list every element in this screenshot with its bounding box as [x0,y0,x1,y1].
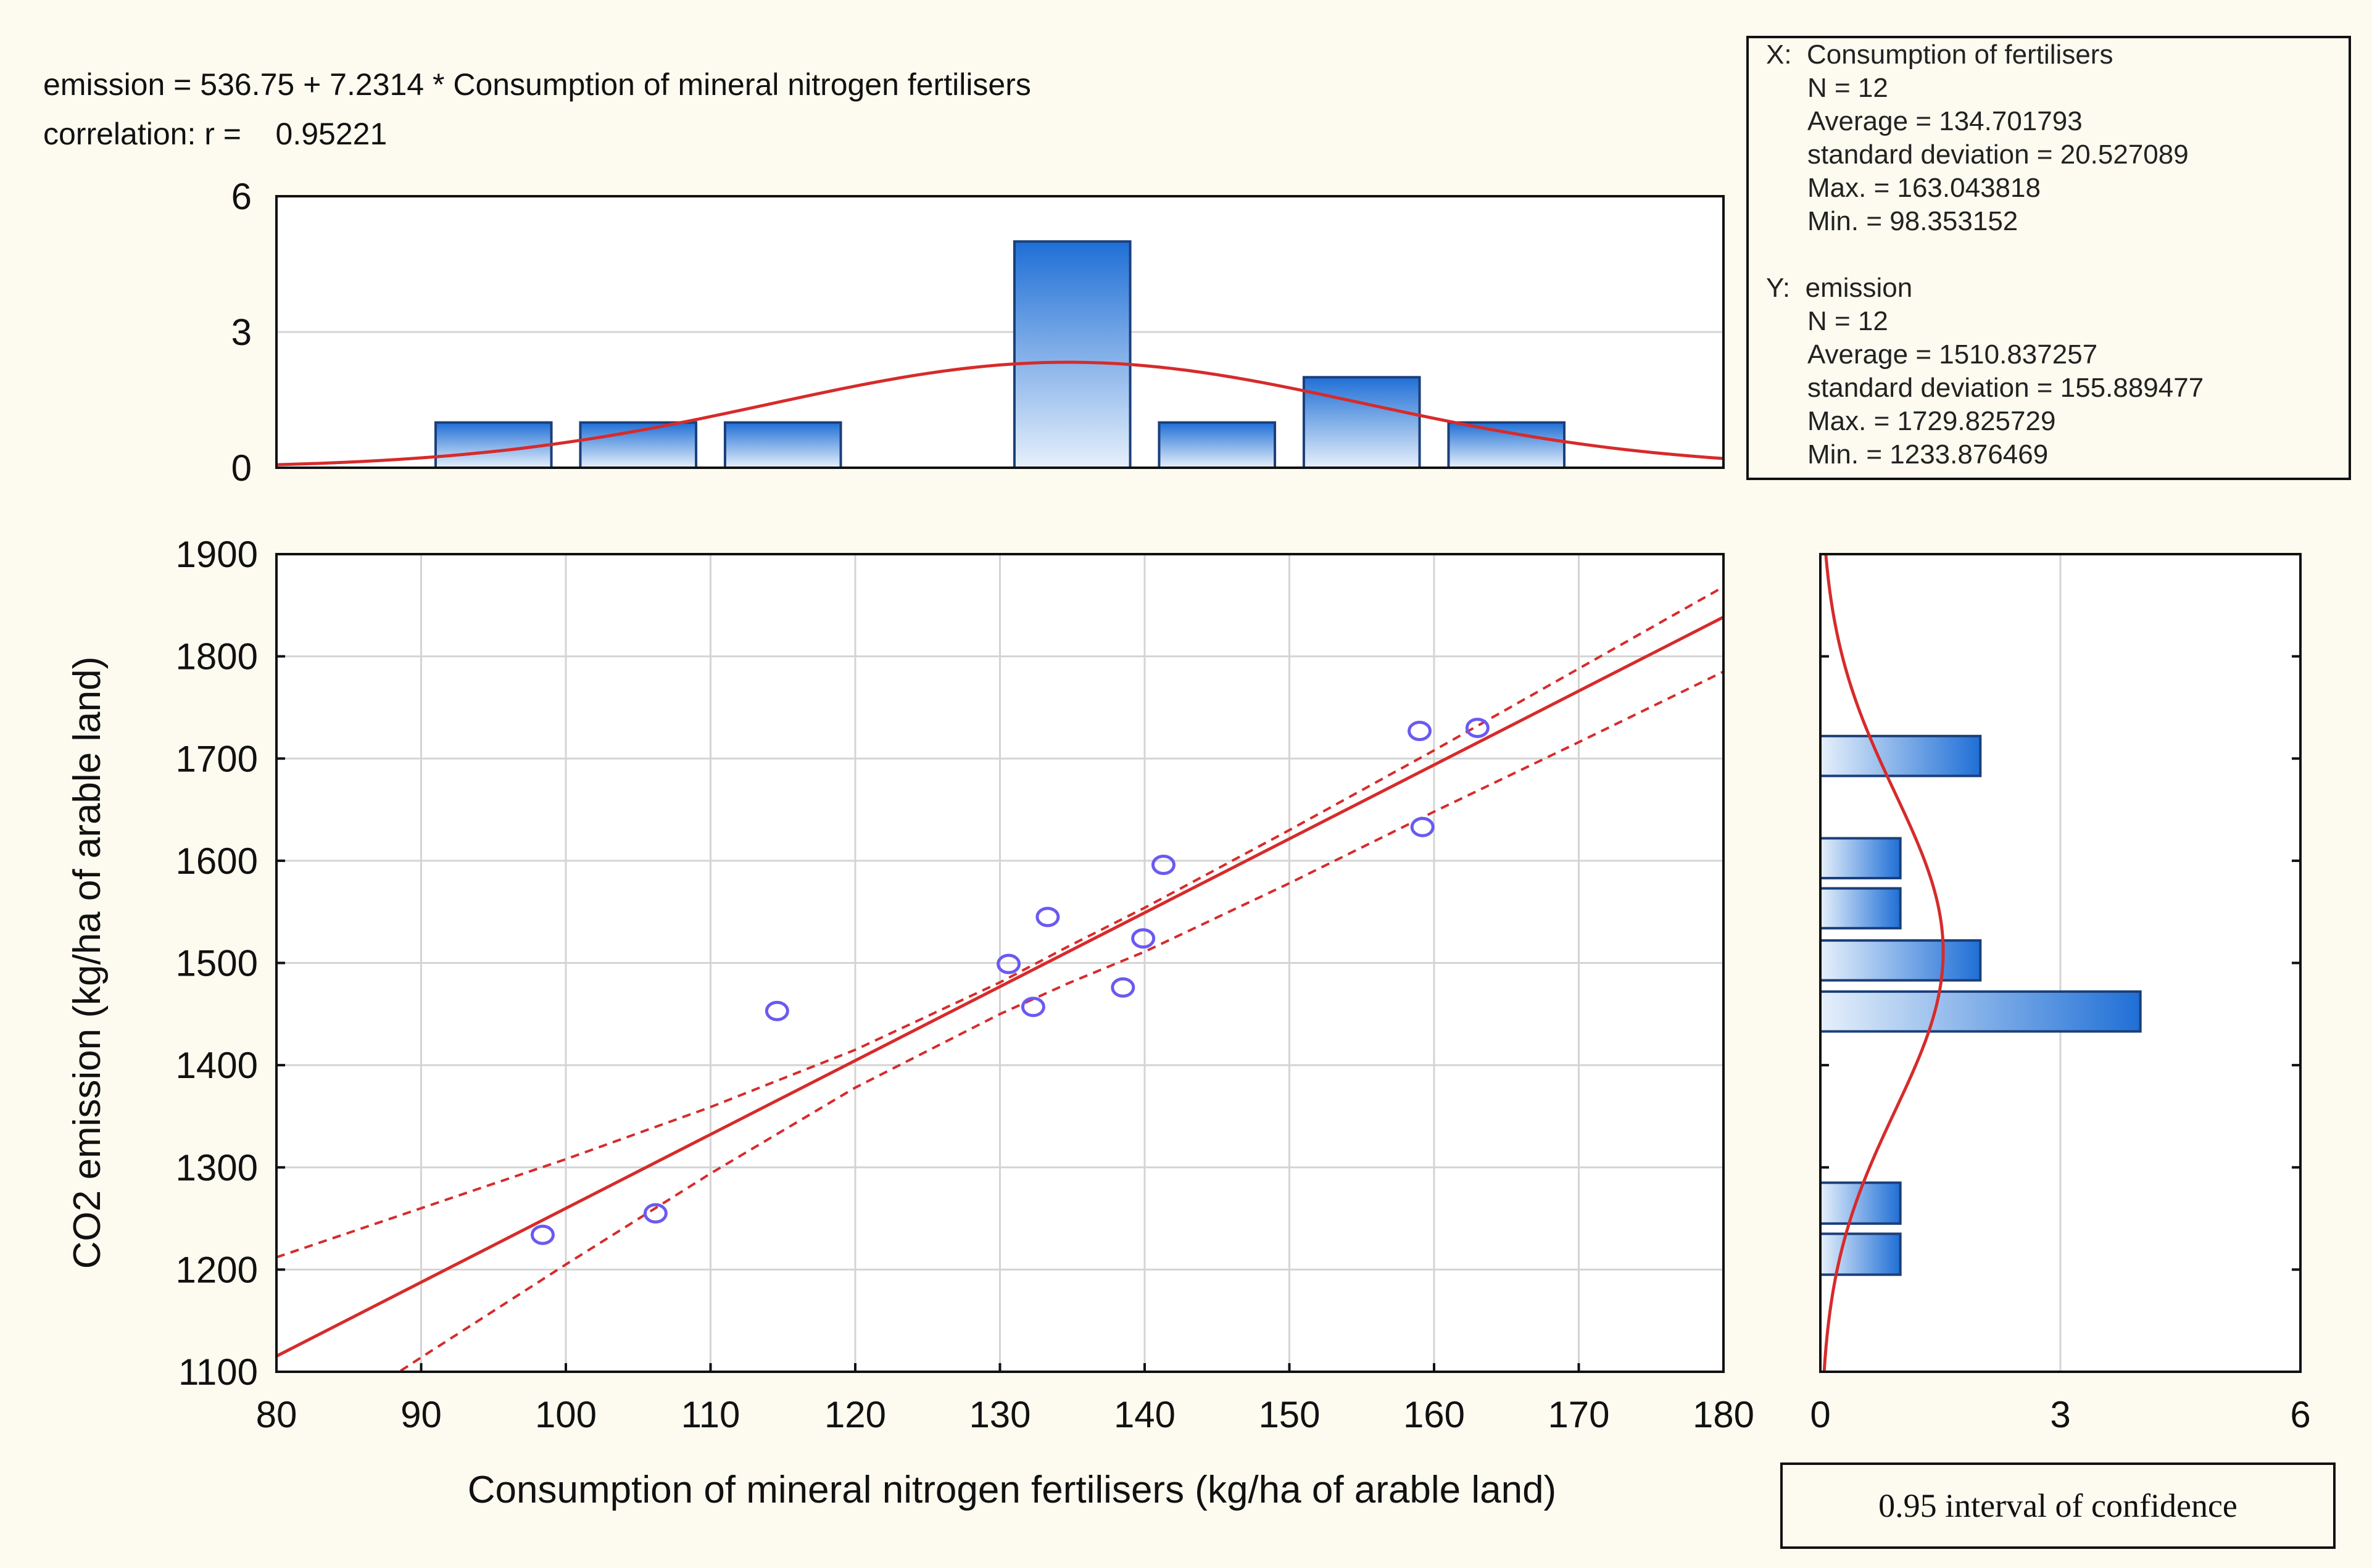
y-tick-label: 1800 [176,636,258,678]
y-stat-min: Min. = 1233.876469 [1807,439,2049,470]
y-tick-label: 1200 [176,1249,258,1290]
y-tick-label: 1100 [178,1351,258,1393]
x-tick-label: 160 [1403,1394,1465,1435]
y-stat-n: N = 12 [1807,306,1888,336]
x-hist-normal-curve [276,360,1723,467]
data-point [1408,721,1432,742]
y-hist-bar [1819,939,1982,982]
y-hist-tick-label: 3 [2050,1394,2070,1435]
data-point [1111,977,1135,998]
x-hist-tick-label: 0 [231,447,252,489]
x-tick-label: 130 [969,1394,1030,1435]
x-tick-label: 170 [1548,1394,1609,1435]
x-tick-label: 180 [1693,1394,1754,1435]
y-stat-max: Max. = 1729.825729 [1807,406,2056,436]
plot-lines [276,586,1723,1372]
y-hist-tick-label: 6 [2290,1394,2310,1435]
y-hist-bar [1819,990,2142,1033]
x-stat-n: N = 12 [1807,73,1888,103]
y-stat-sd: standard deviation = 155.889477 [1807,373,2204,403]
y-tick-label: 1700 [176,738,258,779]
stats-box: X: Consumption of fertilisers N = 12 Ave… [1746,36,2351,480]
y-stats-header: Y: emission [1766,273,1913,303]
x-histogram: 0 3 6 [231,176,1725,489]
y-hist-bar [1819,837,1902,880]
x-tick-label: 110 [681,1394,740,1435]
data-point [1151,855,1176,875]
x-stat-average: Average = 134.701793 [1807,106,2083,136]
x-stat-min: Min. = 98.353152 [1807,206,2018,236]
data-point [1021,997,1045,1018]
x-hist-bar [723,421,842,470]
x-axis-label: Consumption of mineral nitrogen fertilis… [468,1469,1556,1511]
x-hist-bar [434,421,553,470]
y-hist-bar [1819,734,1982,778]
data-point [530,1224,555,1245]
plot-frame [275,553,1725,1373]
scatter-plot: 80 90 100 110 120 130 140 150 160 170 180 1100 1200 1… [176,534,1755,1435]
x-hist-bar [1447,421,1566,470]
x-tick-label: 100 [535,1394,597,1435]
y-stat-average: Average = 1510.837257 [1807,339,2098,370]
data-point [765,1000,789,1021]
y-tick-label: 1900 [176,534,258,575]
y-hist-bar [1819,1232,1902,1276]
x-hist-bar [1302,376,1421,469]
x-stat-max: Max. = 163.043818 [1807,173,2041,203]
y-hist-bar [1819,887,1902,930]
data-point [1465,718,1490,739]
y-tick-label: 1500 [176,943,258,984]
y-hist-normal-curve [1822,554,1945,1372]
x-hist-tick-label: 6 [231,176,252,217]
correlation-label: correlation: r = 0.95221 [43,117,388,151]
x-tick-label: 140 [1114,1394,1176,1435]
confidence-legend: 0.95 interval of confidence [1780,1462,2336,1549]
x-hist-frame [275,195,1725,469]
data-point [1410,816,1435,837]
x-tick-label: 150 [1258,1394,1320,1435]
y-axis-label: CO2 emission (kg/ha of arable land) [66,657,109,1269]
x-tick-label: 120 [824,1394,886,1435]
x-stat-sd: standard deviation = 20.527089 [1807,139,2189,170]
regression-equation: emission = 536.75 + 7.2314 * Consumption… [43,67,1031,102]
x-hist-tick-label: 3 [231,312,252,353]
data-point [1131,928,1156,949]
data-point [997,953,1021,974]
x-tick-label: 90 [400,1394,442,1435]
confidence-upper-line [276,586,1723,1259]
data-point [643,1203,668,1224]
y-hist-tick-label: 0 [1810,1394,1830,1435]
confidence-lower-line [397,670,1723,1372]
regression-line [276,615,1723,1358]
data-point [1035,906,1060,927]
x-hist-bar [1158,421,1277,470]
y-tick-label: 1400 [176,1045,258,1086]
y-tick-label: 1600 [176,840,258,882]
x-tick-label: 80 [256,1394,297,1435]
y-hist-frame [1819,553,2302,1373]
x-stats-header: X: Consumption of fertilisers [1766,39,2113,70]
y-tick-label: 1300 [176,1147,258,1188]
x-hist-bar [1013,240,1132,469]
y-histogram: 0 3 6 [1810,553,2311,1435]
